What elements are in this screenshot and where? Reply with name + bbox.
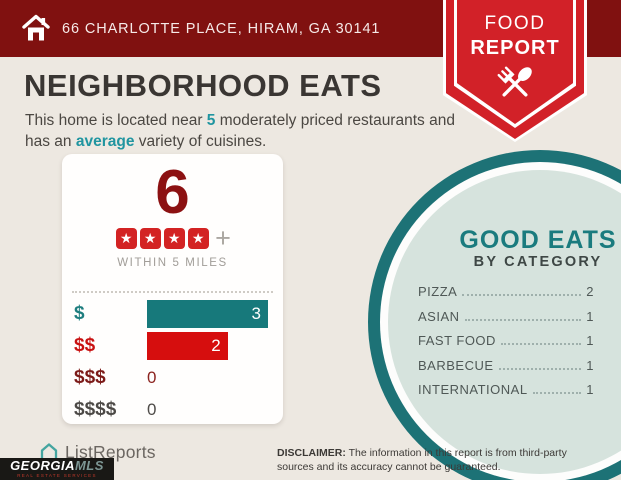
star-rating: ★ ★ ★ ★ +: [62, 223, 283, 253]
georgia-mls-tagline: REAL ESTATE SERVICES: [17, 473, 97, 478]
category-row: BARBECUE 1: [418, 358, 594, 383]
category-name: INTERNATIONAL: [418, 382, 528, 397]
category-count: 1: [586, 333, 594, 348]
category-list: PIZZA 2 ASIAN 1 FAST FOOD 1 BARBECUE 1 INTERNATI…: [418, 284, 594, 407]
restaurant-summary-card: 6 ★ ★ ★ ★ + WITHIN 5 MILES $3 $$ 2 $$$ 0 $$$$ 0: [62, 154, 283, 424]
dotted-leader: [464, 318, 582, 321]
home-icon: [22, 14, 50, 40]
property-address: 66 CHARLOTTE PLACE, HIRAM, GA 30141: [62, 20, 381, 37]
variety-highlight: average: [75, 133, 135, 151]
disclaimer-text: DISCLAIMER: The information in this repo…: [277, 446, 601, 474]
category-count: 2: [586, 284, 594, 299]
star-icon: ★: [187, 227, 209, 249]
star-icon: ★: [115, 227, 137, 249]
dotted-leader: [498, 367, 582, 370]
price-tier-row: $$ 2: [62, 330, 283, 362]
price-tier-zero-value: 0: [147, 400, 157, 419]
price-tier-row: $$$ 0: [62, 362, 283, 394]
circle-fill: [388, 170, 621, 474]
star-icon: ★: [139, 227, 161, 249]
food-report-badge: FOOD REPORT: [443, 0, 587, 142]
restaurant-count-highlight: 5: [206, 112, 216, 129]
good-eats-circle: [368, 150, 621, 480]
price-tier-label: $$$$: [74, 399, 117, 420]
category-count: 1: [586, 308, 594, 324]
badge-text: FOOD REPORT: [443, 13, 587, 60]
subtitle-part2: moderately priced restaurants and has an: [25, 112, 455, 151]
price-tier-bar-chart: $3 $$ 2 $$$ 0 $$$$ 0: [62, 298, 283, 426]
radius-label: WITHIN 5 MILES: [117, 257, 228, 269]
crossed-spoon-fork-icon: [497, 66, 532, 97]
category-row: INTERNATIONAL 1: [418, 382, 594, 407]
georgia-mls-logo: GEORGIAMLS REAL ESTATE SERVICES: [0, 458, 114, 480]
star-tiles: ★ ★ ★ ★: [114, 227, 210, 249]
disclaimer-body: The information in this report is from t…: [277, 447, 567, 474]
summary-sentence: This home is located near 5 moderately p…: [25, 110, 457, 153]
georgia-mls-wordmark: GEORGIAMLS: [10, 458, 104, 473]
page-title: NEIGHBORHOOD EATS: [24, 68, 382, 103]
category-row: FAST FOOD 1: [418, 333, 594, 358]
subtitle-part3: variety of cuisines.: [134, 133, 267, 151]
star-icon: ★: [163, 227, 185, 249]
price-tier-bar: 2: [147, 332, 228, 360]
price-tier-bar: 3: [147, 300, 268, 328]
category-name: FAST FOOD: [418, 333, 496, 348]
price-tier-label: $$$: [74, 367, 106, 388]
price-tier-row: $3: [62, 298, 283, 330]
category-name: BARBECUE: [418, 357, 494, 373]
category-count: 1: [586, 382, 594, 397]
badge-line2: REPORT: [470, 37, 560, 59]
dotted-leader: [462, 294, 582, 296]
price-tier-label: $$: [74, 335, 96, 356]
price-tier-label: $: [74, 303, 85, 324]
listreports-wordmark: ListReports: [65, 441, 156, 462]
category-name: ASIAN: [418, 308, 460, 324]
category-name: PIZZA: [418, 284, 458, 299]
category-count: 1: [586, 357, 594, 373]
price-tier-zero-value: 0: [147, 368, 157, 387]
good-eats-subtitle: BY CATEGORY: [473, 254, 603, 270]
subtitle-part1: This home is located near: [25, 112, 207, 129]
dotted-leader: [532, 392, 582, 394]
category-row: ASIAN 1: [418, 309, 594, 334]
good-eats-title: GOOD EATS: [459, 226, 617, 254]
card-divider: [72, 291, 273, 293]
disclaimer-label: DISCLAIMER:: [277, 447, 346, 459]
category-row: PIZZA 2: [418, 284, 594, 309]
restaurant-count: 6: [155, 158, 190, 227]
dotted-leader: [500, 343, 582, 345]
price-tier-row: $$$$ 0: [62, 394, 283, 426]
plus-sign: +: [215, 223, 231, 253]
badge-line1: FOOD: [484, 13, 546, 34]
